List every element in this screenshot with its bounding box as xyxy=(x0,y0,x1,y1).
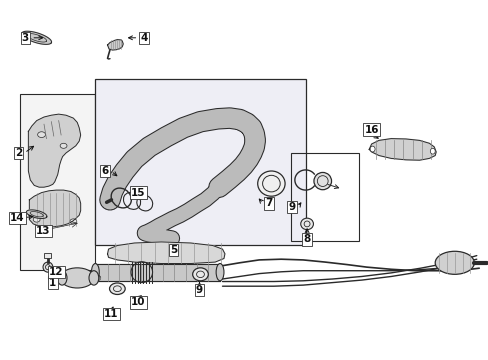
Text: 8: 8 xyxy=(303,234,310,244)
Text: 12: 12 xyxy=(49,267,63,277)
Ellipse shape xyxy=(60,268,94,288)
Text: 1: 1 xyxy=(49,278,56,288)
Polygon shape xyxy=(107,242,224,264)
Ellipse shape xyxy=(33,217,40,222)
Polygon shape xyxy=(29,190,81,227)
Ellipse shape xyxy=(109,283,125,294)
Polygon shape xyxy=(95,264,220,281)
Polygon shape xyxy=(107,40,123,50)
Ellipse shape xyxy=(313,172,331,190)
Bar xyxy=(95,79,305,245)
Text: 14: 14 xyxy=(10,213,24,223)
Text: 13: 13 xyxy=(36,226,50,236)
Ellipse shape xyxy=(50,269,60,277)
Text: 15: 15 xyxy=(131,188,145,198)
Bar xyxy=(290,153,359,241)
Ellipse shape xyxy=(60,143,67,148)
Text: 9: 9 xyxy=(288,202,295,212)
Ellipse shape xyxy=(216,264,224,281)
Text: 9: 9 xyxy=(196,285,203,295)
Ellipse shape xyxy=(192,268,208,281)
Text: 10: 10 xyxy=(131,297,145,307)
Text: 11: 11 xyxy=(104,309,119,319)
Ellipse shape xyxy=(369,146,374,152)
Bar xyxy=(20,94,95,270)
Ellipse shape xyxy=(57,271,67,285)
Ellipse shape xyxy=(257,171,285,196)
Text: 7: 7 xyxy=(264,198,272,208)
Text: 4: 4 xyxy=(140,33,148,43)
Ellipse shape xyxy=(38,132,45,138)
Text: 2: 2 xyxy=(15,148,22,158)
Polygon shape xyxy=(22,31,51,44)
Ellipse shape xyxy=(300,218,313,230)
Text: 16: 16 xyxy=(364,125,378,135)
Ellipse shape xyxy=(43,262,53,272)
Ellipse shape xyxy=(434,251,473,274)
Text: 6: 6 xyxy=(102,166,108,176)
Ellipse shape xyxy=(429,148,434,154)
Ellipse shape xyxy=(91,264,99,281)
Text: 5: 5 xyxy=(170,245,177,255)
Ellipse shape xyxy=(70,219,77,224)
Text: 3: 3 xyxy=(22,33,29,43)
Ellipse shape xyxy=(89,271,99,285)
Polygon shape xyxy=(28,114,81,187)
Polygon shape xyxy=(368,139,435,160)
Polygon shape xyxy=(26,210,47,219)
Bar xyxy=(44,253,51,258)
